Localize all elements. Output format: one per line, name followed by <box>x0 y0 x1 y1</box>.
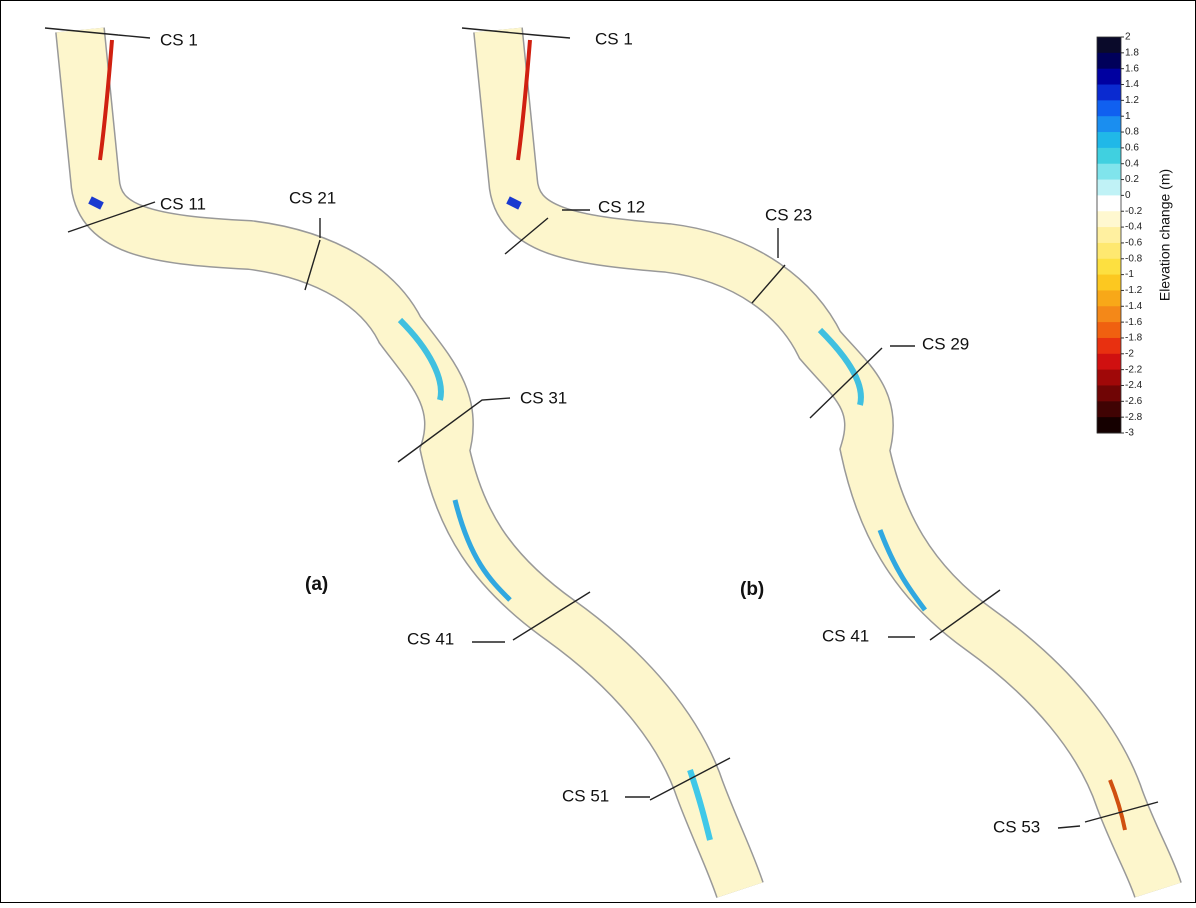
colorbar-tick-label: -2.2 <box>1125 364 1143 375</box>
colorbar-band <box>1097 417 1121 434</box>
colorbar-band <box>1097 369 1121 386</box>
colorbar-tick-label: -2 <box>1125 348 1134 359</box>
cs-label: CS 53 <box>993 817 1040 836</box>
colorbar-band <box>1097 337 1121 355</box>
colorbar-tick-label: -3 <box>1125 428 1134 439</box>
colorbar-band <box>1097 100 1121 117</box>
colorbar-tick-label: -0.6 <box>1125 238 1143 249</box>
cs-label: CS 29 <box>922 334 969 353</box>
colorbar-band <box>1097 37 1121 54</box>
colorbar: 2 1.8 1.6 1.4 1.2 1 0.8 0.6 0.4 0.2 0 -0.2 -0.4 -0.6 -… <box>1096 32 1143 439</box>
colorbar-tick-label: -1.6 <box>1125 317 1143 328</box>
colorbar-band <box>1097 306 1121 323</box>
colorbar-band <box>1097 52 1121 70</box>
colorbar-tick-label: 0 <box>1125 190 1131 201</box>
colorbar-band <box>1097 195 1121 212</box>
colorbar-tick-label: -2.4 <box>1125 380 1143 391</box>
colorbar-tick-label: 2 <box>1125 32 1131 43</box>
cs-label: CS 11 <box>160 194 206 213</box>
colorbar-tick-label: -0.4 <box>1125 222 1143 233</box>
colorbar-tick-label: -1.8 <box>1125 333 1143 344</box>
colorbar-band <box>1097 227 1121 244</box>
colorbar-band <box>1097 242 1121 260</box>
colorbar-tick-label: -1.2 <box>1125 285 1143 296</box>
river-a <box>55 27 764 899</box>
colorbar-band <box>1097 385 1121 402</box>
colorbar-tick-label: 0.4 <box>1125 158 1139 169</box>
colorbar-band <box>1097 290 1121 307</box>
colorbar-band <box>1097 401 1121 418</box>
colorbar-outline <box>1096 36 1122 434</box>
cs-label: CS 21 <box>289 188 336 207</box>
cs-label: CS 51 <box>562 786 609 805</box>
colorbar-tick-label: -0.2 <box>1125 206 1143 217</box>
panel-label: (a) <box>305 574 328 595</box>
colorbar-band <box>1097 84 1121 101</box>
cross-section-lines <box>44 27 1159 829</box>
colorbar-band <box>1097 132 1121 149</box>
colorbar-band <box>1097 258 1121 276</box>
colorbar-tick-label: -2.8 <box>1125 412 1143 423</box>
colorbar-tick-label: -2.6 <box>1125 396 1143 407</box>
colorbar-tick-label: 0.8 <box>1125 127 1139 138</box>
colorbar-tick-label: 0.2 <box>1125 174 1139 185</box>
cs-label: CS 41 <box>407 629 454 648</box>
colorbar-tick-label: 1.2 <box>1125 95 1139 106</box>
colorbar-band <box>1097 211 1121 228</box>
colorbar-tick-label: -0.8 <box>1125 253 1143 264</box>
cs-label: CS 1 <box>160 30 198 49</box>
cs-label: CS 41 <box>822 626 869 645</box>
river-b <box>473 27 1182 899</box>
colorbar-title: Elevation change (m) <box>1157 169 1173 301</box>
colorbar-band <box>1097 274 1121 291</box>
colorbar-band <box>1097 179 1121 196</box>
colorbar-tick-label: -1.4 <box>1125 301 1143 312</box>
colorbar-band <box>1097 116 1121 133</box>
cs-label: CS 1 <box>595 29 633 48</box>
colorbar-band <box>1097 163 1121 181</box>
cs-label: CS 23 <box>765 205 812 224</box>
colorbar-tick-label: 1.8 <box>1125 47 1139 58</box>
cs-label: CS 31 <box>520 388 567 407</box>
panel-label: (b) <box>740 579 764 600</box>
colorbar-band <box>1097 322 1121 339</box>
colorbar-tick-label: 1.6 <box>1125 63 1139 74</box>
colorbar-tick-label: 1 <box>1125 111 1131 122</box>
colorbar-tick-label: 1.4 <box>1125 79 1139 90</box>
colorbar-tick-label: -1 <box>1125 269 1134 280</box>
colorbar-band <box>1097 353 1121 371</box>
colorbar-tick-label: 0.6 <box>1125 143 1139 154</box>
cs-label: CS 12 <box>598 197 645 216</box>
colorbar-band <box>1097 68 1121 86</box>
colorbar-band <box>1097 147 1121 165</box>
